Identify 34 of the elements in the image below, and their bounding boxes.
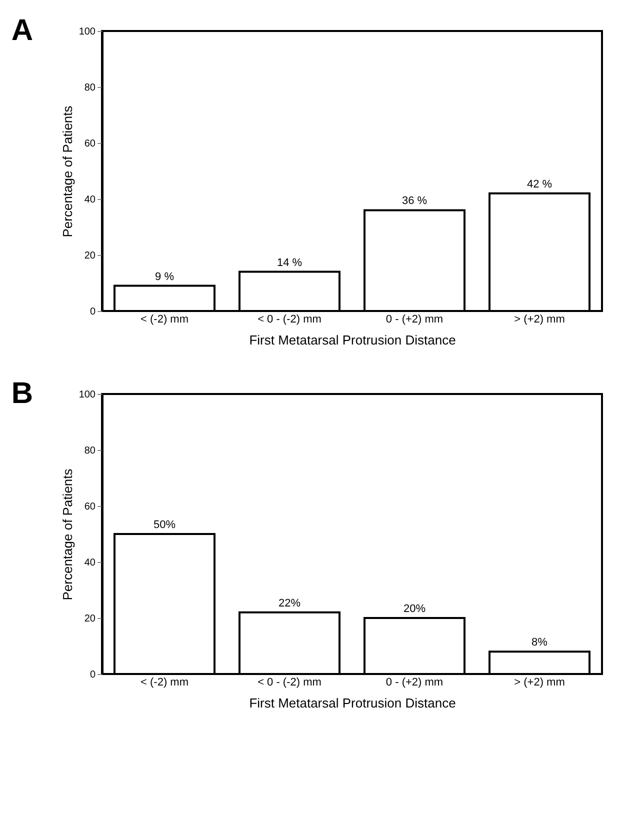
data-label: 8% [532, 636, 548, 649]
y-tick-label: 100 [78, 26, 96, 38]
x-tick-label: < (-2) mm [140, 314, 188, 326]
x-tick-label: < 0 - (-2) mm [258, 676, 322, 688]
y-tick-label: 80 [84, 446, 96, 456]
x-axis-title: First Metatarsal Protrusion Distance [249, 332, 456, 348]
y-axis-title: Percentage of Patients [60, 468, 75, 600]
y-axis-title: Percentage of Patients [60, 105, 75, 238]
data-label: 20% [403, 603, 426, 615]
data-label: 14 % [276, 256, 302, 269]
x-axis-title: First Metatarsal Protrusion Distance [249, 696, 456, 710]
y-tick-label: 60 [84, 138, 96, 150]
data-label: 22% [278, 597, 301, 610]
data-label: 9 % [155, 270, 174, 283]
y-tick-label: 100 [78, 390, 96, 400]
y-tick-label: 20 [84, 614, 96, 624]
x-tick-label: < 0 - (-2) mm [258, 314, 322, 326]
x-tick-label: 0 - (+2) mm [386, 676, 444, 688]
chart-title: A [11, 14, 33, 47]
data-label: 36 % [402, 195, 428, 208]
y-tick-label: 0 [90, 670, 96, 680]
x-tick-label: > (+2) mm [514, 314, 565, 326]
y-tick-label: 40 [84, 194, 96, 206]
y-tick-label: 40 [84, 558, 96, 568]
data-label: 42 % [526, 178, 552, 190]
y-tick-label: 60 [84, 502, 96, 512]
y-tick-label: 80 [84, 82, 96, 94]
y-tick-label: 0 [90, 306, 96, 318]
data-label: 50% [153, 519, 176, 531]
x-tick-label: > (+2) mm [514, 676, 565, 688]
y-tick-label: 20 [84, 250, 96, 262]
chart-title: B [11, 377, 33, 410]
x-tick-label: < (-2) mm [140, 676, 188, 688]
x-tick-label: 0 - (+2) mm [386, 314, 444, 326]
